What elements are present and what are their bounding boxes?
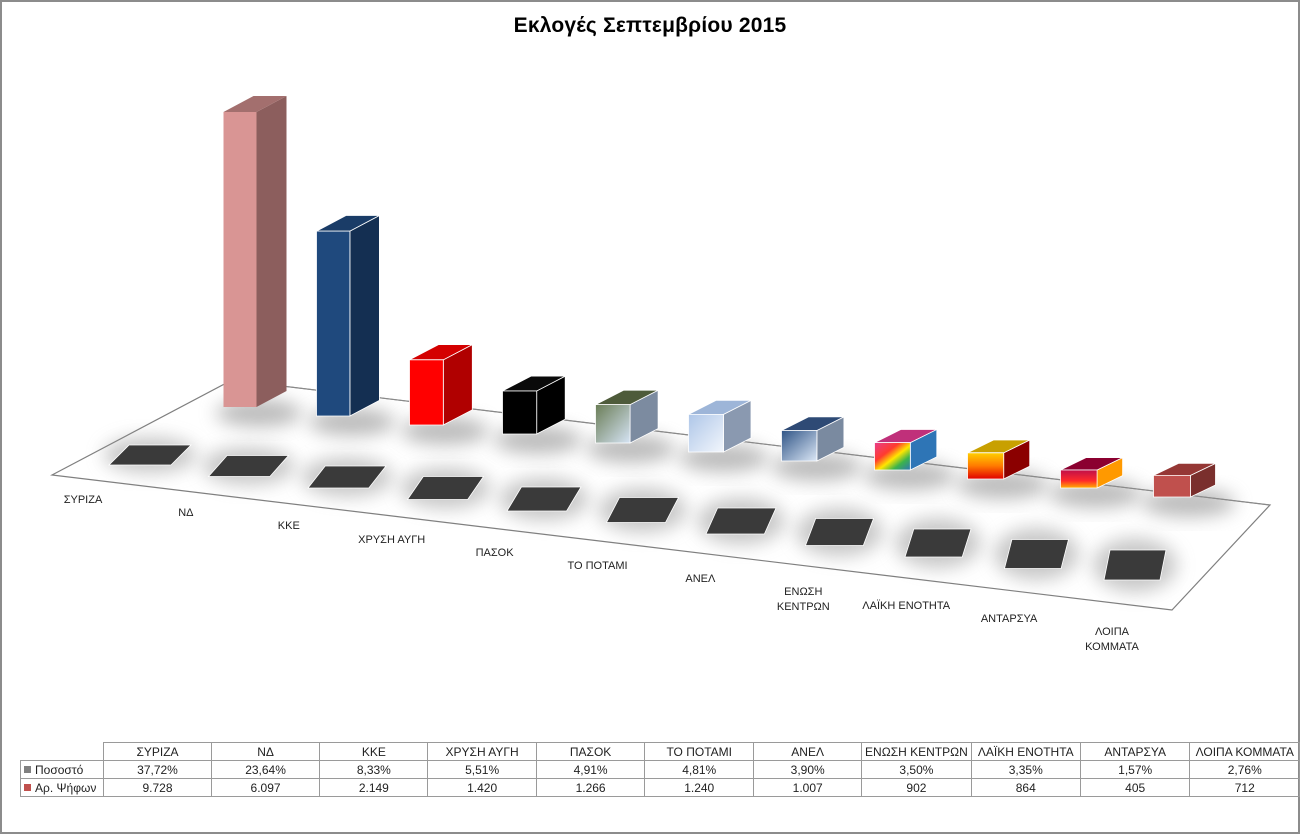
table-cell: 3,90% (753, 760, 863, 779)
floor-plane (50, 379, 1272, 611)
tile-pososto (207, 455, 290, 477)
bar-6 (688, 399, 752, 453)
tile-pososto (705, 507, 777, 535)
bars (216, 96, 1236, 517)
table-header-cell: ΠΑΣΟΚ (535, 742, 646, 761)
category-label: ΛΟΙΠΑ ΚΟΜΜΑΤΑ (1085, 626, 1139, 653)
table-row: Αρ. Ψήφων 9.728 6.097 2.149 1.420 1.266 1.240 1… (19, 778, 1300, 797)
tile-pososto (605, 497, 680, 523)
table-cell: 23,64% (210, 760, 321, 779)
category-label: ΚΚΕ (277, 520, 300, 533)
table-cell: 3,50% (861, 760, 972, 779)
bar-3 (409, 343, 473, 426)
tile-pososto (804, 518, 875, 546)
table-header-cell: ΛΟΙΠΑ ΚΟΜΜΑΤΑ (1189, 742, 1300, 761)
bar-8 (874, 428, 938, 471)
bar-11 (1153, 462, 1216, 498)
table-cell: 4,91% (535, 760, 646, 779)
tile-pososto (904, 528, 972, 558)
tile-pososto (307, 465, 387, 489)
category-label: ΕΝΩΣΗ ΚΕΝΤΡΩΝ (776, 586, 830, 614)
plot-area (50, 96, 1272, 611)
legend-label: Ποσοστό (35, 762, 84, 777)
legend-key: Αρ. Ψήφων (19, 778, 105, 797)
table-header-cell: ΝΔ (210, 742, 321, 761)
bar-1 (223, 96, 287, 407)
legend-label: Αρ. Ψήφων (35, 780, 97, 795)
category-label: ΛΑΪΚΗ ΕΝΟΤΗΤΑ (862, 599, 951, 612)
table-cell: 2,76% (1189, 760, 1300, 779)
legend-swatch (24, 765, 31, 773)
tile-pososto (108, 444, 192, 466)
bar-2 (316, 214, 380, 417)
bar-5 (595, 389, 659, 444)
table-cell: 37,72% (103, 760, 212, 779)
category-label: ΑΝΕΛ (685, 573, 716, 586)
bar-4 (502, 375, 566, 435)
table-cell: 902 (861, 778, 972, 797)
chart-title: Εκλογές Σεπτεμβρίου 2015 (513, 14, 787, 37)
table-cell: 1.240 (644, 778, 755, 797)
table-cell: 9.728 (103, 778, 212, 797)
table-header-cell: ΤΟ ΠΟΤΑΜΙ (644, 742, 755, 761)
table-header-cell: ΑΝΤΑΡΣΥΑ (1079, 742, 1191, 761)
table-cell: 1.266 (535, 778, 646, 797)
legend-key: Ποσοστό (19, 760, 105, 779)
category-label: ΑΝΤΑΡΣΥΑ (980, 612, 1038, 625)
tile-pososto (406, 476, 485, 500)
bar-9 (967, 439, 1031, 480)
table-header-cell: ΛΑΪΚΗ ΕΝΟΤΗΤΑ (970, 742, 1081, 761)
table-cell: 1.420 (427, 778, 537, 797)
table-row: Ποσοστό 37,72% 23,64% 8,33% 5,51% 4,91% 4,81% 3… (19, 760, 1300, 779)
table-cell: 1,57% (1079, 760, 1191, 779)
category-label: ΣΥΡΙΖΑ (63, 494, 103, 506)
bar-7 (781, 416, 845, 462)
table-header-cell: ΕΝΩΣΗ ΚΕΝΤΡΩΝ (861, 742, 972, 761)
table-cell: 8,33% (319, 760, 429, 779)
table-header-cell: ΣΥΡΙΖΑ (103, 742, 212, 761)
table-cell: 5,51% (427, 760, 537, 779)
table-cell: 405 (1079, 778, 1191, 797)
tile-pososto (1003, 539, 1070, 569)
table-header-cell: ΑΝΕΛ (753, 742, 863, 761)
category-label: ΧΡΥΣΗ ΑΥΓΗ (358, 533, 426, 546)
table-cell: 6.097 (210, 778, 321, 797)
category-label: ΠΑΣΟΚ (475, 546, 514, 559)
table-cell: 4,81% (644, 760, 755, 779)
data-table: ΣΥΡΙΖΑ ΝΔ ΚΚΕ ΧΡΥΣΗ ΑΥΓΗ ΠΑΣΟΚ ΤΟ ΠΟΤΑΜΙ ΑΝΕΛ Ε… (19, 742, 1300, 797)
table-cell: 2.149 (319, 778, 429, 797)
table-cell: 864 (970, 778, 1081, 797)
category-label: ΤΟ ΠΟΤΑΜΙ (567, 560, 628, 572)
table-cell: 1.007 (753, 778, 863, 797)
bar-10 (1060, 456, 1123, 489)
table-header-cell: ΚΚΕ (319, 742, 429, 761)
table-cell: 3,35% (970, 760, 1081, 779)
table-header-cell: ΧΡΥΣΗ ΑΥΓΗ (427, 742, 537, 761)
legend-swatch (24, 783, 31, 791)
category-label: ΝΔ (178, 507, 194, 520)
table-cell: 712 (1189, 778, 1300, 797)
tile-pososto (506, 486, 582, 512)
tile-pososto (1103, 549, 1167, 581)
table-corner (20, 742, 105, 761)
